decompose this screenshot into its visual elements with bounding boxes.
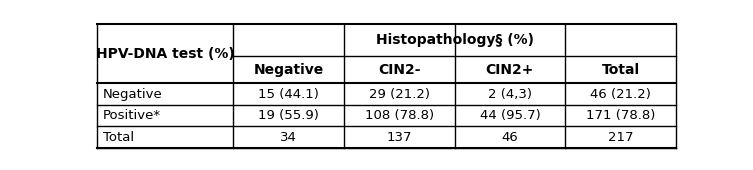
Text: Total: Total [103, 131, 134, 144]
Text: Histopathology§ (%): Histopathology§ (%) [376, 33, 534, 47]
Text: 29 (21.2): 29 (21.2) [369, 88, 430, 101]
Text: 171 (78.8): 171 (78.8) [586, 109, 655, 122]
Text: 46: 46 [501, 131, 518, 144]
Text: 46 (21.2): 46 (21.2) [590, 88, 651, 101]
Text: 44 (95.7): 44 (95.7) [480, 109, 541, 122]
Text: 34: 34 [280, 131, 297, 144]
Text: Total: Total [602, 63, 639, 77]
Text: CIN2+: CIN2+ [486, 63, 534, 77]
Text: 217: 217 [608, 131, 633, 144]
Text: HPV-DNA test (%): HPV-DNA test (%) [96, 47, 234, 61]
Text: Negative: Negative [103, 88, 163, 101]
Text: Positive*: Positive* [103, 109, 161, 122]
Text: CIN2-: CIN2- [378, 63, 420, 77]
Text: 15 (44.1): 15 (44.1) [258, 88, 319, 101]
Text: 2 (4,3): 2 (4,3) [488, 88, 532, 101]
Text: 19 (55.9): 19 (55.9) [258, 109, 319, 122]
Text: 137: 137 [386, 131, 412, 144]
Text: Negative: Negative [254, 63, 324, 77]
Text: 108 (78.8): 108 (78.8) [364, 109, 434, 122]
